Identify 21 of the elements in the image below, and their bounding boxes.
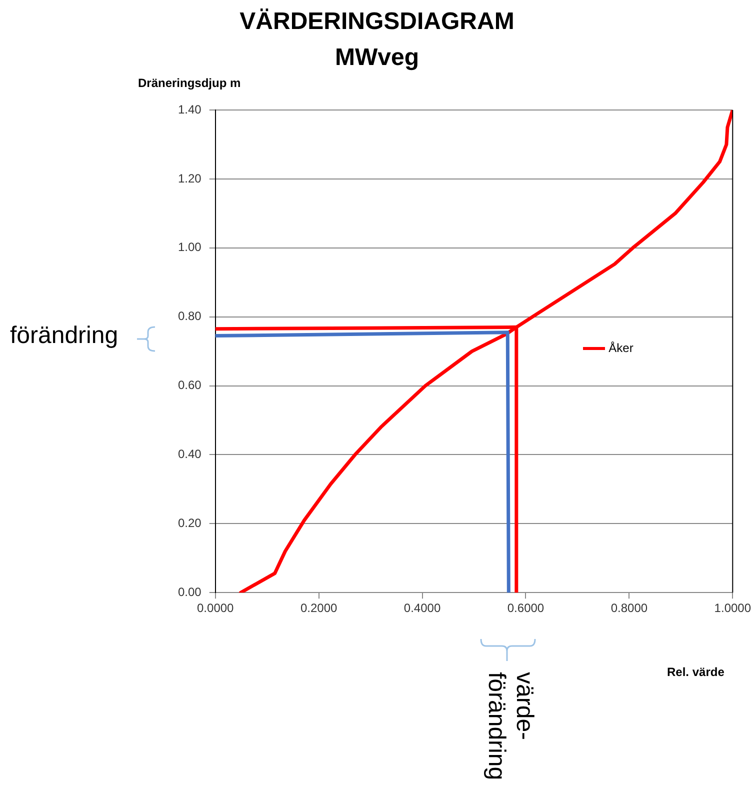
y-tick-label: 0.40 — [178, 447, 202, 462]
x-tick-label: 0.4000 — [404, 601, 441, 616]
y-tick-label: 0.00 — [178, 584, 202, 599]
x-tick-label: 1.0000 — [714, 601, 752, 616]
legend-label: Åker — [608, 341, 634, 356]
x-tick-label: 0.2000 — [300, 601, 338, 616]
y-tick-label: 1.40 — [178, 102, 202, 116]
y-tick-label: 1.20 — [178, 171, 202, 186]
y-tick-label: 0.80 — [178, 309, 202, 324]
text: förändring — [10, 322, 118, 350]
x-tick-label: 0.6000 — [507, 601, 544, 616]
y-tick-label: 0.20 — [178, 516, 202, 530]
y-tick-label: 0.60 — [178, 378, 202, 392]
text: värde-förändring — [482, 672, 538, 780]
chart-subtitle: MWveg — [334, 44, 420, 72]
y-tick-label: 1.00 — [178, 240, 202, 254]
x-tick-label: 0.8000 — [610, 601, 648, 616]
x-tick-label: 0.0000 — [197, 601, 234, 616]
chart-title: VÄRDERINGSDIAGRAM — [238, 8, 516, 36]
x-axis-title: Rel. värde — [667, 665, 724, 679]
y-axis-title: Dräneringsdjup m — [138, 76, 241, 90]
